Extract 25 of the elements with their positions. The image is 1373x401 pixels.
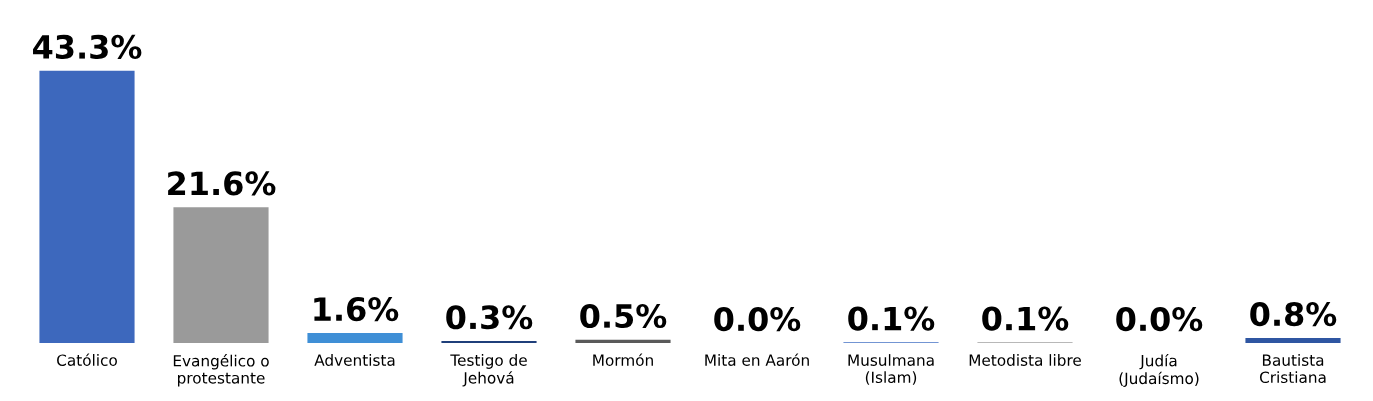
x-tick-label: Metodista libre xyxy=(969,354,1081,366)
data-label: 0.0% xyxy=(714,307,801,332)
data-label: 0.8% xyxy=(1250,302,1337,327)
bar xyxy=(575,339,671,343)
data-label: 0.3% xyxy=(446,305,533,330)
x-tick-label: Católico xyxy=(57,353,117,366)
x-tick-label: Bautista Cristiana xyxy=(1259,354,1326,384)
x-tick-label: Mormón xyxy=(593,353,653,366)
x-tick-label: Evangélico o protestante xyxy=(173,354,269,387)
bar xyxy=(1245,337,1341,343)
data-label: 0.5% xyxy=(580,303,667,329)
data-label: 21.6% xyxy=(168,171,276,196)
bar xyxy=(307,332,403,343)
data-label: 0.1% xyxy=(848,306,935,331)
data-label: 43.3% xyxy=(33,34,142,60)
bar xyxy=(173,207,269,343)
data-label: 0.1% xyxy=(982,306,1069,331)
bar xyxy=(39,70,135,343)
x-tick-label: Mita en Aarón xyxy=(705,353,809,366)
x-tick-label: Testigo de Jehová xyxy=(450,354,527,387)
x-tick-label: Judía (Judaísmo) xyxy=(1119,353,1199,387)
x-tick-label: Adventista xyxy=(314,354,395,366)
data-label: 0.0% xyxy=(1116,307,1203,332)
x-tick-label: Musulmana (Islam) xyxy=(848,354,934,385)
data-label: 1.6% xyxy=(314,297,399,322)
